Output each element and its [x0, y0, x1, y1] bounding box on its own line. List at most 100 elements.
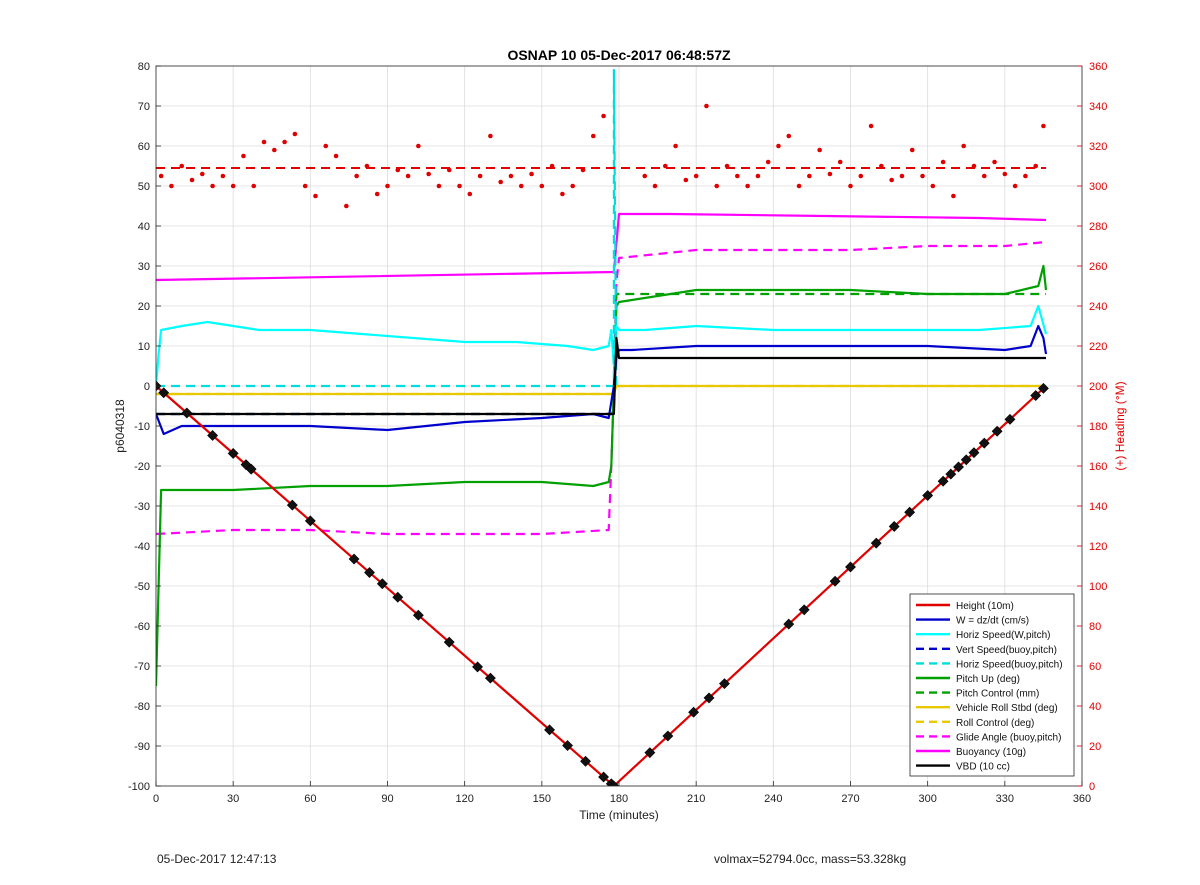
heading-point-36 [529, 171, 534, 177]
y2-tick-label-18: 360 [1089, 61, 1107, 73]
heading-point-3 [189, 177, 195, 183]
y2-tick-label-5: 100 [1089, 581, 1107, 593]
y2-tick-label-8: 160 [1089, 461, 1107, 473]
y2-tick-label-12: 240 [1089, 301, 1107, 313]
heading-point-15 [313, 193, 318, 199]
depth-marker-7 [286, 499, 298, 511]
x-tick-label-12: 360 [1073, 793, 1091, 805]
y-axis-label: p6040318 [113, 399, 127, 453]
y-tick-label-18: 80 [138, 61, 150, 73]
depth-marker-37 [945, 468, 957, 480]
y2-tick-label-2: 40 [1089, 701, 1101, 713]
depth-marker-28 [783, 618, 795, 630]
heading-point-28 [446, 167, 452, 173]
depth-marker-12 [392, 591, 404, 603]
heading-point-2 [179, 163, 185, 169]
depth-marker-13 [412, 609, 424, 621]
heading-point-10 [261, 139, 267, 145]
y-tick-label-10: 0 [144, 381, 150, 393]
y2-tick-label-4: 80 [1089, 621, 1101, 633]
heading-point-76 [971, 163, 977, 169]
y-tick-label-14: 40 [138, 221, 150, 233]
heading-point-26 [426, 171, 431, 177]
y2-tick-label-1: 20 [1089, 741, 1101, 753]
depth-marker-31 [845, 561, 856, 573]
y2-tick-label-16: 320 [1089, 141, 1107, 153]
heading-point-33 [498, 179, 503, 185]
heading-point-27 [436, 183, 442, 189]
heading-point-12 [282, 139, 287, 145]
heading-point-18 [344, 203, 349, 209]
depth-marker-32 [870, 537, 882, 549]
depth-marker-16 [484, 672, 496, 684]
heading-point-64 [848, 183, 853, 189]
heading-point-0 [158, 173, 164, 179]
heading-point-42 [590, 133, 596, 139]
heading-point-39 [560, 191, 565, 197]
depth-marker-44 [1030, 390, 1042, 401]
heading-point-32 [488, 133, 493, 139]
heading-point-31 [477, 173, 483, 179]
y-tick-label-13: 30 [138, 261, 150, 273]
y2-axis-label: (+) Heading (°M) [1113, 381, 1127, 470]
y2-tick-label-13: 260 [1089, 261, 1107, 273]
heading-point-41 [580, 167, 586, 173]
y2-tick-label-7: 140 [1089, 501, 1107, 513]
y-tick-label-5: -50 [134, 581, 150, 593]
legend-label-1: W = dz/dt (cm/s) [956, 616, 1029, 627]
heading-point-52 [724, 163, 730, 169]
depth-marker-6 [245, 463, 257, 475]
legend-label-10: Buoyancy (10g) [956, 747, 1026, 758]
heading-point-60 [807, 173, 812, 179]
heading-point-8 [241, 153, 246, 159]
chart-title: OSNAP 10 05-Dec-2017 06:48:57Z [507, 47, 731, 63]
heading-point-44 [642, 173, 648, 179]
legend-label-9: Glide Angle (buoy,pitch) [956, 732, 1061, 743]
heading-point-1 [169, 183, 174, 189]
heading-point-59 [796, 183, 802, 189]
depth-marker-42 [991, 425, 1003, 437]
depth-marker-24 [662, 730, 674, 742]
y-tick-label-12: 20 [138, 301, 150, 313]
series-line-11 [156, 336, 1046, 416]
heading-point-49 [693, 173, 699, 179]
heading-point-4 [200, 171, 205, 177]
heading-point-57 [776, 143, 781, 149]
heading-point-68 [889, 177, 894, 183]
depth-marker-20 [598, 771, 609, 783]
heading-point-70 [909, 147, 915, 153]
depth-marker-35 [922, 490, 934, 501]
legend-label-0: Height (10m) [956, 601, 1014, 612]
depth-marker-9 [348, 553, 360, 565]
heading-point-56 [765, 159, 771, 165]
depth-marker-1 [158, 387, 170, 399]
depth-marker-33 [888, 521, 900, 532]
legend-box [909, 593, 1075, 777]
heading-point-46 [663, 163, 668, 169]
x-tick-label-9: 270 [841, 793, 859, 805]
y2-tick-label-14: 280 [1089, 221, 1107, 233]
legend-label-6: Pitch Control (mm) [956, 689, 1039, 700]
depth-marker-39 [960, 454, 972, 466]
depth-marker-5 [240, 459, 252, 471]
x-tick-label-0: 0 [153, 793, 159, 805]
x-axis-label: Time (minutes) [579, 808, 659, 822]
heading-point-65 [858, 173, 864, 179]
legend-label-5: Pitch Up (deg) [956, 674, 1020, 685]
x-tick-label-5: 150 [533, 793, 551, 805]
x-tick-label-11: 330 [996, 793, 1014, 805]
heading-point-78 [992, 159, 997, 165]
depth-marker-25 [688, 706, 700, 718]
depth-marker-38 [953, 461, 964, 473]
legend-label-3: Vert Speed(buoy,pitch) [956, 645, 1057, 656]
depth-marker-22 [608, 780, 620, 786]
depth-marker-10 [364, 567, 375, 578]
heading-point-61 [817, 147, 822, 153]
legend-label-7: Vehicle Roll Stbd (deg) [956, 703, 1058, 714]
depth-marker-15 [472, 661, 483, 673]
heading-point-19 [354, 173, 359, 179]
heading-point-24 [405, 173, 411, 179]
heading-point-47 [673, 143, 678, 149]
y-tick-label-3: -70 [134, 661, 150, 673]
heading-point-16 [323, 143, 329, 149]
